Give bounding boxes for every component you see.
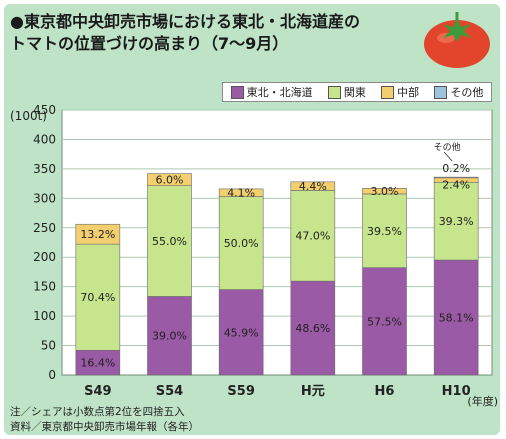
bar-segment [218,188,264,197]
data-label: 16.4% [80,357,115,370]
data-label: 4.4% [299,180,327,193]
legend-item: 東北・北海道 [230,84,313,100]
data-label: 70.4% [80,291,115,304]
legend-label: 中部 [397,86,420,99]
bar-segment [290,181,336,191]
annotation-leader [443,151,453,162]
bar-segment [433,259,479,376]
note-rounding: 注／シェアは小数点第2位を四捨五入 [10,406,185,418]
data-label: 48.6% [295,322,330,335]
y-tick-label: 0 [48,368,56,382]
legend-swatch [230,85,244,99]
data-label: 2.4% [442,179,470,192]
data-label: 39.5% [367,225,402,238]
data-label: 55.0% [152,235,187,248]
y-tick-label: 400 [33,132,56,146]
y-tick-label: 50 [41,339,56,353]
legend-swatch [327,85,341,99]
data-label: 57.5% [367,315,402,328]
data-label: 0.2% [442,162,470,175]
data-label: 13.2% [80,228,115,241]
bar-segment [147,296,192,376]
bar-segment [75,349,121,376]
data-label: 39.0% [152,330,187,343]
legend-label: その他 [450,86,484,99]
x-tick-label: H10 [442,384,471,399]
data-label: 3.0% [371,185,399,198]
legend-item: 関東 [327,84,366,100]
x-tick-label: H元 [301,384,325,399]
bar-segment [433,176,479,179]
y-axis-label: (100t) [10,109,47,123]
y-tick-label: 450 [33,103,56,117]
bar-segment [75,223,121,245]
legend-label: 関東 [343,86,366,99]
bar-segment [147,185,192,297]
chart-legend: 東北・北海道 関東 中部 その他 [222,82,492,102]
data-label: 45.9% [224,326,259,339]
plot-area [61,109,493,376]
y-tick-label: 350 [33,162,56,176]
bar-segment [362,267,407,376]
x-tick-label: S49 [84,384,111,399]
legend-swatch [381,85,395,99]
data-label: 4.1% [227,187,255,200]
y-tick-label: 300 [33,191,56,205]
bar-segment [218,196,264,290]
chart-title-line2: トマトの位置づけの高まり（7〜9月） [10,34,289,53]
data-label: 47.0% [295,230,330,243]
y-tick-label: 250 [33,221,56,235]
annotation-label: その他 [434,141,461,153]
tomato-icon [424,12,490,68]
x-tick-label: H6 [375,384,395,399]
x-axis-label: (年度) [467,394,498,408]
x-tick-label: S59 [227,384,254,399]
bar-segment [218,289,264,376]
y-tick-label: 200 [33,250,56,264]
y-tick-label: 150 [33,280,56,294]
chart-title-line1: ●東京都中央卸売市場における東北・北海道産の [10,12,360,31]
legend-swatch [434,85,448,99]
legend-label: 東北・北海道 [246,86,313,99]
data-label: 39.3% [439,215,474,228]
bar-segment [433,181,479,261]
legend-item: その他 [434,84,483,100]
bar-segment [290,190,336,282]
bar-segment [75,243,121,351]
bar-segment [147,173,192,186]
bar-segment [290,280,336,376]
data-label: 6.0% [156,174,184,187]
note-source: 資料／東京都中央卸売市場年報（各年） [10,421,199,433]
legend-item: 中部 [381,84,419,100]
data-label: 58.1% [439,312,474,325]
bar-segment [362,193,407,268]
y-tick-label: 100 [33,309,56,323]
bar-segment [362,188,407,195]
data-label: 50.0% [224,237,259,250]
x-tick-label: S54 [156,384,183,399]
